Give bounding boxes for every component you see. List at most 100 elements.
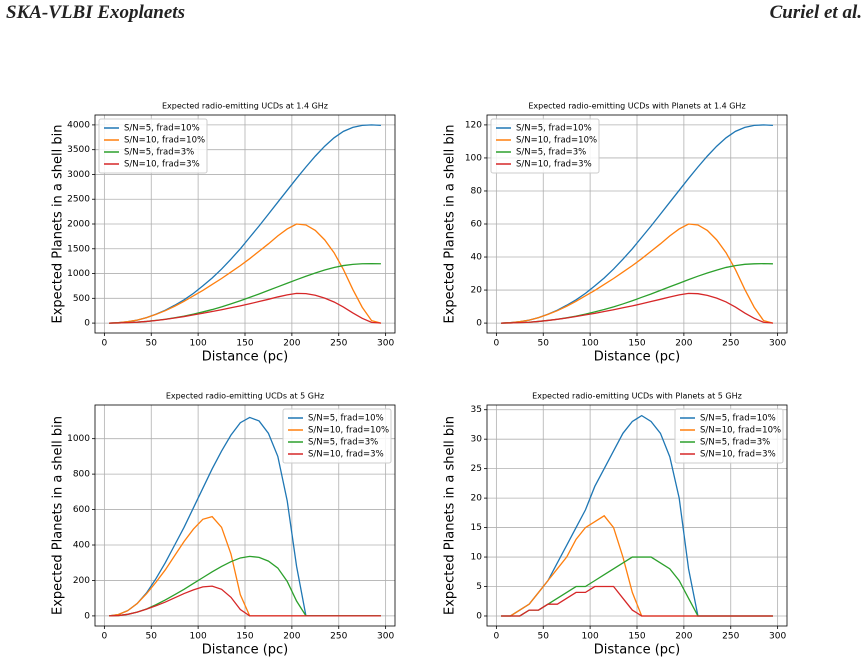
x-axis-label: Distance (pc)	[202, 350, 289, 365]
y-tick-label: 1500	[67, 244, 90, 254]
x-tick-label: 100	[190, 632, 207, 642]
x-tick-label: 0	[494, 632, 500, 642]
legend-label: S/N=10, frad=10%	[700, 426, 781, 436]
y-tick-label: 200	[73, 576, 90, 586]
x-tick-label: 250	[330, 632, 347, 642]
y-tick-label: 20	[471, 286, 483, 296]
y-tick-label: 2000	[67, 220, 90, 230]
x-tick-label: 200	[283, 339, 300, 349]
legend-box	[490, 118, 600, 174]
x-tick-label: 0	[102, 339, 108, 349]
x-axis-label: Distance (pc)	[594, 643, 681, 658]
x-tick-label: 100	[582, 339, 599, 349]
legend-box	[674, 408, 784, 464]
y-tick-label: 35	[471, 405, 482, 415]
y-tick-label: 800	[73, 470, 90, 480]
y-tick-label: 80	[471, 186, 483, 196]
legend-label: S/N=10, frad=10%	[308, 426, 389, 436]
y-tick-label: 600	[73, 505, 90, 515]
chart-title: Expected radio-emitting UCDs with Planet…	[532, 392, 742, 401]
x-tick-label: 100	[190, 339, 207, 349]
y-tick-label: 20	[471, 494, 483, 504]
y-tick-label: 0	[84, 611, 90, 621]
x-tick-label: 200	[283, 632, 300, 642]
legend-label: S/N=5, frad=10%	[516, 124, 592, 134]
y-axis-label: Expected Planets in a shell bin	[443, 125, 458, 324]
series-line	[109, 585, 381, 617]
legend-label: S/N=5, frad=3%	[124, 148, 194, 158]
y-tick-label: 120	[465, 120, 482, 130]
x-axis-label: Distance (pc)	[202, 643, 289, 658]
y-tick-label: 400	[73, 541, 90, 551]
x-tick-label: 300	[769, 632, 786, 642]
legend-label: S/N=5, frad=3%	[308, 438, 378, 448]
x-tick-label: 150	[628, 632, 645, 642]
x-tick-label: 100	[582, 632, 599, 642]
x-tick-label: 200	[675, 632, 692, 642]
y-tick-label: 3500	[67, 145, 90, 155]
y-tick-label: 0	[476, 319, 482, 329]
y-tick-label: 100	[465, 153, 482, 163]
y-tick-label: 1000	[67, 269, 90, 279]
x-tick-label: 0	[494, 339, 500, 349]
y-tick-label: 25	[471, 464, 482, 474]
y-tick-label: 15	[471, 523, 482, 533]
y-tick-label: 0	[476, 611, 482, 621]
x-tick-label: 50	[146, 339, 158, 349]
y-tick-label: 1000	[67, 434, 90, 444]
x-tick-label: 300	[377, 632, 394, 642]
y-tick-label: 30	[471, 435, 483, 445]
running-authors: Curiel et al.	[769, 2, 862, 23]
y-tick-label: 2500	[67, 195, 90, 205]
legend-label: S/N=10, frad=10%	[124, 136, 205, 146]
y-tick-label: 500	[73, 294, 90, 304]
x-tick-label: 250	[330, 339, 347, 349]
x-tick-label: 200	[675, 339, 692, 349]
legend-label: S/N=10, frad=3%	[700, 450, 776, 460]
x-tick-label: 250	[722, 632, 739, 642]
x-tick-label: 150	[236, 632, 253, 642]
x-tick-label: 250	[722, 339, 739, 349]
legend-label: S/N=10, frad=3%	[516, 160, 592, 170]
x-axis-label: Distance (pc)	[594, 350, 681, 365]
y-axis-label: Expected Planets in a shell bin	[51, 416, 66, 615]
series-line	[109, 223, 382, 324]
chart-title: Expected radio-emitting UCDs at 5 GHz	[166, 392, 324, 401]
axes-frame	[486, 404, 788, 627]
x-tick-label: 300	[769, 339, 786, 349]
x-tick-label: 50	[538, 632, 550, 642]
legend-label: S/N=10, frad=10%	[516, 136, 597, 146]
legend-label: S/N=5, frad=10%	[700, 414, 776, 424]
chart-title: Expected radio-emitting UCDs with Planet…	[528, 102, 745, 111]
x-tick-label: 50	[538, 339, 550, 349]
legend-label: S/N=10, frad=3%	[124, 160, 200, 170]
legend-label: S/N=5, frad=3%	[700, 438, 770, 448]
x-tick-label: 150	[236, 339, 253, 349]
axes-frame	[94, 404, 396, 627]
legend-label: S/N=5, frad=10%	[124, 124, 200, 134]
y-tick-label: 4000	[67, 120, 90, 130]
legend-box	[282, 408, 392, 464]
legend-box	[98, 118, 208, 174]
y-axis-label: Expected Planets in a shell bin	[443, 416, 458, 615]
y-tick-label: 60	[471, 220, 483, 230]
chart-title: Expected radio-emitting UCDs at 1.4 GHz	[162, 102, 328, 111]
y-tick-label: 5	[476, 582, 482, 592]
series-line	[501, 223, 774, 324]
axes-frame	[486, 114, 788, 334]
running-title: SKA-VLBI Exoplanets	[6, 2, 185, 23]
legend-label: S/N=10, frad=3%	[308, 450, 384, 460]
legend-label: S/N=5, frad=3%	[516, 148, 586, 158]
series-line	[501, 292, 773, 324]
x-tick-label: 0	[102, 632, 108, 642]
y-tick-label: 3000	[67, 170, 90, 180]
x-tick-label: 150	[628, 339, 645, 349]
y-axis-label: Expected Planets in a shell bin	[51, 125, 66, 324]
x-tick-label: 50	[146, 632, 158, 642]
series-line	[501, 585, 773, 617]
legend-label: S/N=5, frad=10%	[308, 414, 384, 424]
series-line	[109, 292, 381, 324]
axes-frame	[94, 114, 396, 334]
